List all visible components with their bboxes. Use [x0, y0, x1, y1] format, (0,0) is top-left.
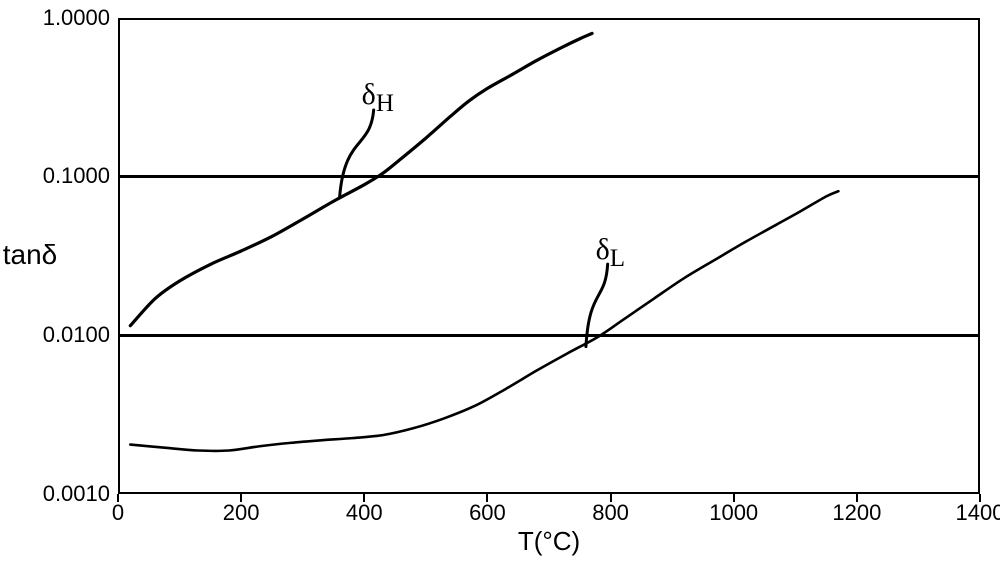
chart-container: 0.0010 0.0100 0.1000 1.0000 0 200 400 60…: [0, 0, 1000, 561]
series-line-delta_L: [130, 191, 838, 451]
curves-svg: [0, 0, 1000, 561]
series-line-delta_H: [130, 33, 592, 325]
